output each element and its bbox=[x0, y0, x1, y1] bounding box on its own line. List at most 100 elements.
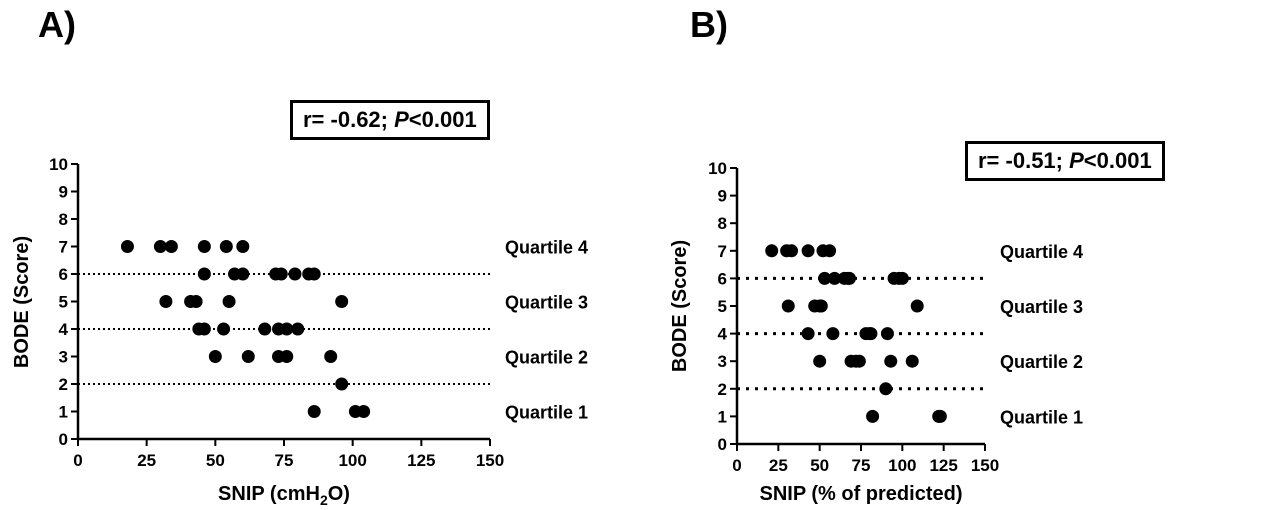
panel-a-x-tick-label: 100 bbox=[338, 451, 366, 470]
panel-a-data-point bbox=[280, 322, 294, 336]
panel-b-x-tick-label: 100 bbox=[888, 456, 916, 475]
panel-a-letter: A) bbox=[38, 4, 76, 45]
panel-b-data-point bbox=[852, 354, 866, 368]
panel-a-data-point bbox=[274, 267, 288, 281]
panel-a-y-tick-label: 3 bbox=[59, 348, 68, 367]
panel-a-data-point bbox=[197, 267, 211, 281]
panel-b-data-point bbox=[933, 409, 947, 423]
panel-a-data-point bbox=[357, 405, 371, 418]
panel-b-data-point bbox=[905, 354, 919, 368]
panel-a-data-point bbox=[153, 240, 167, 253]
panel-a-x-axis-label: SNIP (cmH2O) bbox=[218, 483, 350, 508]
panel-a-y-tick-label: 6 bbox=[59, 265, 68, 284]
panel-b-correlation-box: r= -0.51; P<0.001 bbox=[965, 141, 1165, 181]
panel-b-y-tick-label: 2 bbox=[718, 380, 727, 399]
panel-b-y-tick-label: 4 bbox=[718, 325, 728, 344]
panel-b-data-point bbox=[765, 244, 779, 258]
panel-a-y-tick-label: 7 bbox=[59, 238, 68, 257]
panel-a-x-tick-label: 25 bbox=[137, 451, 156, 470]
panel-a-data-point bbox=[197, 322, 211, 336]
panel-b-y-tick-label: 3 bbox=[718, 352, 727, 371]
panel-b-data-point bbox=[801, 244, 815, 258]
panel-a-data-point bbox=[335, 377, 349, 391]
panel-a-stat-prefix: r= -0.62; bbox=[303, 107, 395, 132]
panel-b-data-point bbox=[910, 299, 924, 313]
panel-b-x-tick-label: 25 bbox=[769, 456, 788, 475]
panel-b-y-tick-label: 7 bbox=[718, 242, 727, 261]
panel-a-y-tick-label: 5 bbox=[59, 293, 68, 312]
panel-b-quartile-label: Quartile 2 bbox=[1000, 352, 1083, 372]
panel-b-y-axis-label: BODE (Score) bbox=[669, 240, 691, 372]
panel-b-quartile-label: Quartile 4 bbox=[1000, 242, 1083, 262]
panel-b-data-point bbox=[813, 354, 827, 368]
panel-a-data-point bbox=[280, 350, 294, 363]
panel-a-y-tick-label: 4 bbox=[59, 320, 69, 339]
panel-b-data-point bbox=[880, 327, 894, 341]
panel-b-x-tick-label: 125 bbox=[929, 456, 957, 475]
panel-a-x-tick-label: 125 bbox=[407, 451, 435, 470]
panel-a-data-point bbox=[219, 240, 233, 253]
panel-a-correlation-box: r= -0.62; P<0.001 bbox=[290, 100, 490, 140]
panel-b-data-point bbox=[781, 299, 795, 313]
panel-a-quartile-label: Quartile 1 bbox=[505, 403, 588, 423]
panel-a-data-point bbox=[324, 350, 338, 363]
panel-b-data-point bbox=[866, 409, 880, 423]
panel-a-data-point bbox=[208, 350, 222, 363]
panel-a-data-point bbox=[241, 350, 255, 363]
panel-b-y-tick-label: 6 bbox=[718, 269, 727, 288]
panel-b-x-axis-label: SNIP (% of predicted) bbox=[760, 483, 963, 505]
panel-b-data-point bbox=[823, 244, 837, 258]
panel-a-quartile-label: Quartile 3 bbox=[505, 293, 588, 313]
panel-b-y-tick-label: 8 bbox=[718, 214, 727, 233]
panel-b-data-point bbox=[828, 271, 842, 285]
panel-b-data-point bbox=[884, 354, 898, 368]
panel-b-y-tick-label: 0 bbox=[718, 435, 727, 454]
panel-a-data-point bbox=[222, 295, 236, 308]
panel-b-y-tick-label: 1 bbox=[718, 407, 727, 426]
panel-b-stat-suffix: <0.001 bbox=[1083, 148, 1152, 173]
panel-b-stat-p: P bbox=[1069, 148, 1084, 173]
panel-a-y-tick-label: 10 bbox=[49, 155, 68, 174]
panel-b-y-tick-label: 9 bbox=[718, 187, 727, 206]
panel-a-data-point bbox=[288, 267, 302, 281]
panel-b-data-point bbox=[864, 327, 878, 341]
panel-b-stat-prefix: r= -0.51; bbox=[978, 148, 1070, 173]
panel-b-data-point bbox=[814, 299, 828, 313]
panel-a-y-tick-label: 0 bbox=[59, 430, 68, 449]
panel-b-data-point bbox=[801, 327, 815, 341]
panel-a-data-point bbox=[291, 322, 305, 336]
panel-a-stat-p: P bbox=[394, 107, 409, 132]
panel-a-x-tick-label: 75 bbox=[275, 451, 294, 470]
panel-a-data-point bbox=[258, 322, 272, 336]
panel-a-data-point bbox=[189, 295, 203, 308]
panel-a-y-tick-label: 1 bbox=[59, 403, 68, 422]
panel-a-data-point bbox=[307, 405, 321, 418]
panel-a-data-point bbox=[217, 322, 231, 336]
panel-a-quartile-label: Quartile 2 bbox=[505, 348, 588, 368]
panel-a-x-tick-label: 150 bbox=[476, 451, 504, 470]
panel-b-y-tick-label: 10 bbox=[708, 159, 727, 178]
panel-a-data-point bbox=[236, 267, 250, 281]
panel-b-quartile-label: Quartile 3 bbox=[1000, 297, 1083, 317]
panel-a-y-tick-label: 9 bbox=[59, 183, 68, 202]
panel-a-x-tick-label: 0 bbox=[73, 451, 82, 470]
panel-b-x-tick-label: 50 bbox=[810, 456, 829, 475]
panel-b-x-tick-label: 150 bbox=[971, 456, 999, 475]
panel-a-x-tick-label: 50 bbox=[206, 451, 225, 470]
panel-b-data-point bbox=[879, 382, 893, 396]
panel-a-data-point bbox=[236, 240, 250, 253]
panel-b-data-point bbox=[842, 271, 856, 285]
panel-a-data-point bbox=[335, 295, 349, 308]
panel-a-stat-suffix: <0.001 bbox=[408, 107, 477, 132]
panel-a-y-tick-label: 2 bbox=[59, 375, 68, 394]
panel-a-data-point bbox=[307, 267, 321, 281]
panel-a-quartile-label: Quartile 4 bbox=[505, 238, 588, 258]
panel-a-y-tick-label: 8 bbox=[59, 210, 68, 229]
panel-a-y-axis-label: BODE (Score) bbox=[11, 236, 33, 368]
panel-b-x-tick-label: 75 bbox=[852, 456, 871, 475]
panel-a-data-point bbox=[159, 295, 173, 308]
panel-b-y-tick-label: 5 bbox=[718, 297, 727, 316]
panel-b-letter: B) bbox=[690, 4, 728, 45]
panel-b-data-point bbox=[818, 271, 832, 285]
panel-b-data-point bbox=[826, 327, 840, 341]
